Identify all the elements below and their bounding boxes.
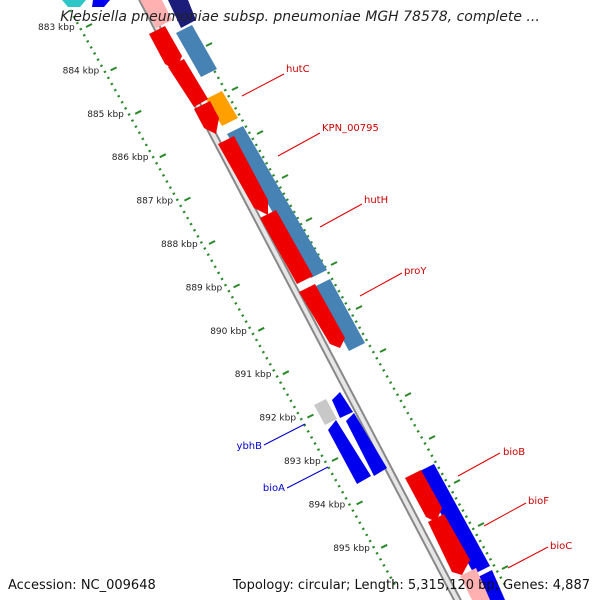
ruler-tick-884 [110,66,118,72]
gene-label-proY[interactable]: proY [404,266,427,277]
gene-label-ybhB[interactable]: ybhB [237,441,263,452]
gene-labels: hutC KPN_00795 hutH proY bioB bioF bioC ybhB bio… [237,64,573,552]
ruler-labels: 883 kbp 884 kbp 885 kbp 886 kbp 887 kbp 888 k… [38,23,388,554]
feature-blue-bioA[interactable] [328,420,371,484]
ruler-label-891: 891 kbp [235,370,272,380]
gene-label-bioF[interactable]: bioF [528,496,549,507]
feature-blue-bioB[interactable] [418,464,490,574]
ruler-tick-891 [282,370,290,376]
ruler-label-895: 895 kbp [333,544,370,554]
ruler-label-889: 889 kbp [186,283,223,293]
ruler-tick-883 [85,23,93,28]
ruler-tick-887 [183,196,191,202]
feature-blue-bioC[interactable] [476,570,505,600]
gene-label-bioA[interactable]: bioA [263,483,285,494]
ruler-label-886: 886 kbp [112,153,149,163]
feature-cyan-topleft[interactable] [62,0,86,7]
ruler-label-893: 893 kbp [284,457,321,467]
ruler-label-883: 883 kbp [38,23,75,33]
feature-red-hutH2[interactable] [260,210,313,284]
feature-navy-top[interactable] [168,0,196,28]
ruler-label-888: 888 kbp [161,240,198,250]
genome-summary-text: Topology: circular; Length: 5,315,120 bp… [232,578,590,593]
feature-pink-top[interactable] [140,0,172,28]
feature-pink-bottom[interactable] [460,568,490,600]
feature-steelblue-hutU[interactable] [176,25,217,77]
outer-ticks [205,42,509,570]
ruler-label-890: 890 kbp [210,327,247,337]
ruler-tick-885 [134,109,142,115]
accession-text: Accession: NC_009648 [8,578,156,593]
ruler-label-884: 884 kbp [63,66,100,76]
gene-label-hutC[interactable]: hutC [286,64,310,75]
ruler-label-894: 894 kbp [309,500,346,510]
ruler-label-887: 887 kbp [136,197,173,207]
feature-red-1[interactable] [149,26,182,71]
features-inner-lane [140,0,490,600]
ruler-label-885: 885 kbp [87,110,124,120]
ruler-tick-886 [159,153,167,159]
feature-blue-bioD[interactable] [346,413,387,476]
feature-red-bioF[interactable] [428,514,470,575]
feature-steelblue-KPN_00795[interactable] [227,126,327,278]
gene-label-bioC[interactable]: bioC [550,541,572,552]
feature-blue-topleft[interactable] [92,0,110,7]
ruler-dotted-line-inner [68,9,397,586]
features-outer-lane [62,0,505,600]
feature-red-bioB[interactable] [405,470,442,522]
feature-red-hutI[interactable] [168,59,208,107]
feature-steelblue-proY[interactable] [314,279,365,351]
feature-red-hutG[interactable] [194,101,219,134]
feature-orange-hutC[interactable] [206,91,238,126]
ruler-tick-893 [331,457,339,462]
feature-red-hutH[interactable] [218,136,268,215]
gene-label-hutH[interactable]: hutH [364,195,388,206]
map-title: Klebsiella pneumoniae subsp. pneumoniae … [60,9,540,25]
ruler-tick-892 [306,413,314,419]
gene-label-KPN_00795[interactable]: KPN_00795 [322,123,379,134]
ruler-tick-889 [233,283,241,289]
gene-label-bioB[interactable]: bioB [503,447,525,458]
ruler-tick-888 [208,240,216,245]
feature-red-proY[interactable] [299,284,345,348]
feature-blue-ybhB[interactable] [332,392,353,418]
ruler-tick-890 [257,326,265,332]
gene-leader-lines [241,73,549,569]
ruler-label-892: 892 kbp [259,414,296,424]
ruler-dotted-line-outer [178,9,507,586]
ruler-tick-894 [356,500,364,506]
ruler-tick-895 [380,543,388,549]
map-footer: Accession: NC_009648 Topology: circular;… [0,572,600,600]
feature-gray-ybhB[interactable] [314,399,337,425]
